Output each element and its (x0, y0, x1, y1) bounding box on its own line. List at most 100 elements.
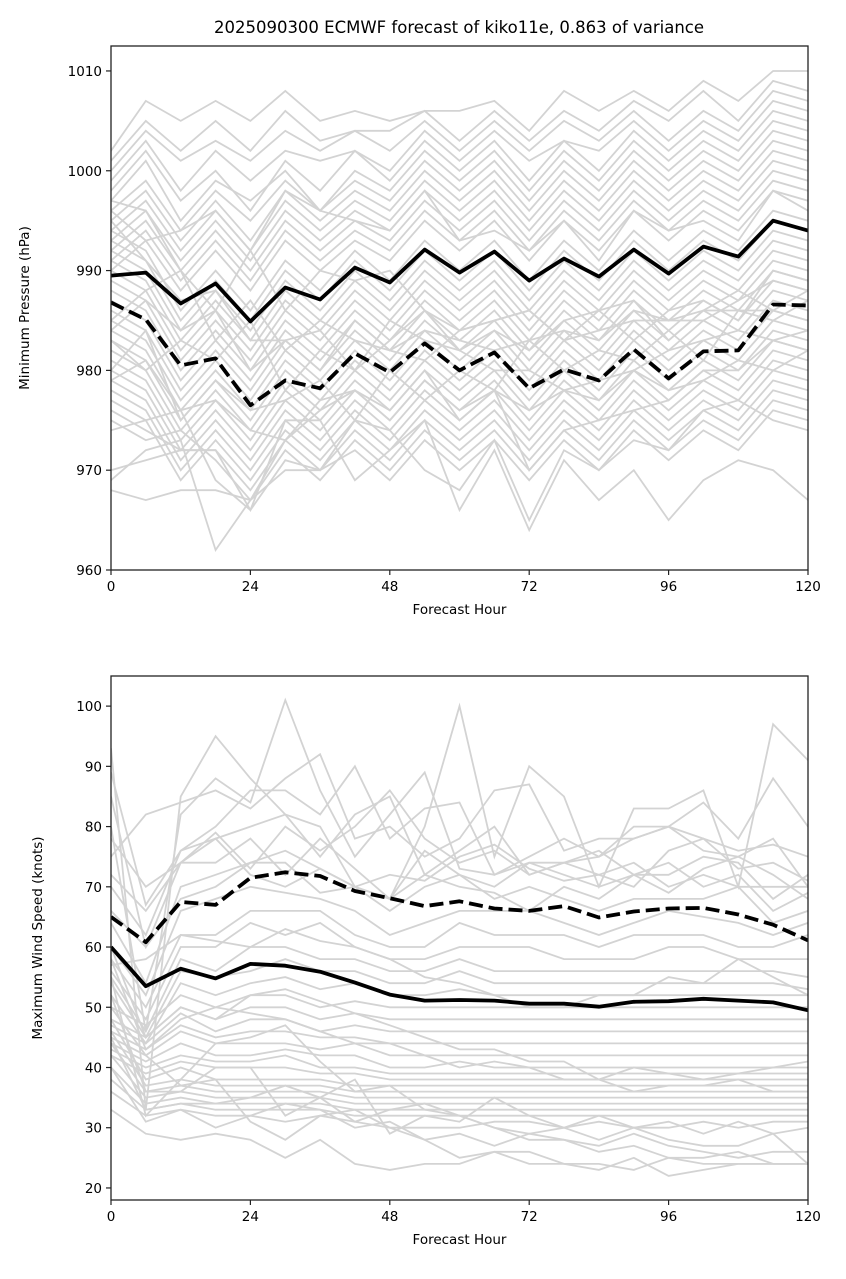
ensemble-member-line (111, 1030, 808, 1057)
ensemble-member-line (111, 1042, 808, 1069)
pressure-axes-frame (110, 45, 809, 571)
chart-title: 2025090300 ECMWF forecast of kiko11e, 0.… (214, 18, 704, 37)
ensemble-member-line (111, 958, 808, 1093)
wind-plot-area (111, 697, 808, 1177)
ensemble-member-line (111, 994, 808, 1165)
y-axis-label: Maximum Wind Speed (knots) (30, 836, 46, 1039)
y-tick-label: 980 (76, 363, 102, 379)
ensemble-member-line (111, 976, 808, 1046)
x-tick-label: 24 (242, 579, 259, 595)
x-axis-label: Forecast Hour (413, 602, 507, 618)
ensemble-member-line (111, 910, 808, 1010)
ensemble-member-line (111, 697, 808, 1032)
ensemble-member-line (111, 399, 808, 502)
y-tick-label: 960 (76, 563, 102, 579)
x-tick-label: 120 (795, 1209, 821, 1225)
ensemble-member-line (111, 861, 808, 986)
ensemble-member-line (111, 1012, 808, 1045)
ensemble-member-line (111, 369, 808, 472)
ensemble-member-line (111, 994, 808, 1027)
ensemble-member-line (111, 339, 808, 442)
pressure-plot-area (111, 70, 808, 553)
y-tick-label: 60 (85, 940, 102, 956)
dashed-series-line (111, 300, 808, 408)
ensemble-member-line (111, 1108, 808, 1177)
ensemble-member-line (111, 70, 808, 152)
y-tick-label: 990 (76, 264, 102, 280)
ensemble-member-line (111, 1054, 808, 1105)
ensemble-member-line (111, 795, 808, 901)
ensemble-member-line (111, 139, 808, 243)
ensemble-member-line (111, 89, 808, 172)
x-tick-label: 96 (660, 579, 677, 595)
y-tick-label: 70 (85, 880, 102, 896)
ensemble-member-line (111, 976, 808, 1159)
ensemble-member-line (111, 189, 808, 263)
x-tick-label: 0 (107, 1209, 116, 1225)
x-tick-label: 48 (381, 579, 398, 595)
ensemble-member-line (111, 946, 808, 1034)
y-tick-label: 30 (85, 1121, 102, 1137)
ensemble-member-line (111, 1042, 808, 1099)
wind-axes-frame (110, 675, 809, 1201)
ensemble-member-line (111, 269, 808, 372)
y-tick-label: 90 (85, 759, 102, 775)
ensemble-member-line (111, 99, 808, 193)
ensemble-member-line (111, 119, 808, 223)
y-tick-label: 50 (85, 1000, 102, 1016)
ensemble-member-line (111, 239, 808, 342)
y-tick-label: 970 (76, 463, 102, 479)
x-tick-label: 72 (521, 579, 538, 595)
ensemble-member-line (111, 349, 808, 442)
ensemble-member-line (111, 1006, 808, 1171)
solid-series-line (111, 218, 808, 324)
ensemble-member-line (111, 772, 808, 908)
x-tick-label: 72 (521, 1209, 538, 1225)
ensemble-member-line (111, 1090, 808, 1129)
y-tick-label: 100 (76, 699, 102, 715)
ensemble-member-line (111, 129, 808, 233)
x-tick-label: 96 (660, 1209, 677, 1225)
y-tick-label: 20 (85, 1181, 102, 1197)
ensemble-member-line (111, 796, 808, 950)
ensemble-member-line (111, 229, 808, 333)
ensemble-member-line (111, 1067, 808, 1165)
ensemble-member-line (111, 1030, 808, 1093)
solid-series-line (111, 945, 808, 1013)
ensemble-member-line (111, 329, 808, 432)
pressure-panel: 0 24 48 72 96 120 960 970 980 990 1000 1010 Forecast… (17, 45, 821, 618)
ensemble-member-line (111, 389, 808, 492)
y-tick-label: 40 (85, 1060, 102, 1076)
ensemble-member-line (111, 289, 808, 392)
ensemble-member-line (111, 418, 808, 533)
x-tick-label: 24 (242, 1209, 259, 1225)
ensemble-member-line (111, 109, 808, 213)
x-tick-label: 48 (381, 1209, 398, 1225)
ensemble-member-line (111, 379, 808, 482)
dashed-series-line (111, 870, 808, 945)
x-tick-label: 120 (795, 579, 821, 595)
ensemble-member-line (111, 921, 808, 1022)
ensemble-member-line (111, 764, 808, 937)
ensemble-member-line (111, 249, 808, 352)
y-axis-label: Minimum Pressure (hPa) (17, 226, 33, 390)
ensemble-member-line (111, 702, 808, 1110)
y-tick-label: 1010 (68, 64, 102, 80)
ensemble-member-line (111, 1006, 808, 1039)
ensemble-member-line (111, 259, 808, 362)
ensemble-member-line (111, 159, 808, 263)
ensemble-member-line (111, 169, 808, 273)
ensemble-member-line (111, 399, 808, 523)
ensemble-member-line (111, 928, 808, 1009)
ensemble-member-line (111, 189, 808, 292)
y-tick-label: 1000 (68, 164, 102, 180)
x-axis-label: Forecast Hour (413, 1232, 507, 1248)
x-tick-label: 0 (107, 579, 116, 595)
ensemble-member-line (111, 79, 808, 162)
ensemble-member-line (111, 1048, 808, 1075)
ensemble-member-line (111, 409, 808, 512)
y-tick-label: 80 (85, 820, 102, 836)
ensemble-member-line (111, 339, 808, 553)
wind-panel: 0 24 48 72 96 120 20 30 40 50 60 70 80 90 100 Forecast … (30, 675, 821, 1248)
